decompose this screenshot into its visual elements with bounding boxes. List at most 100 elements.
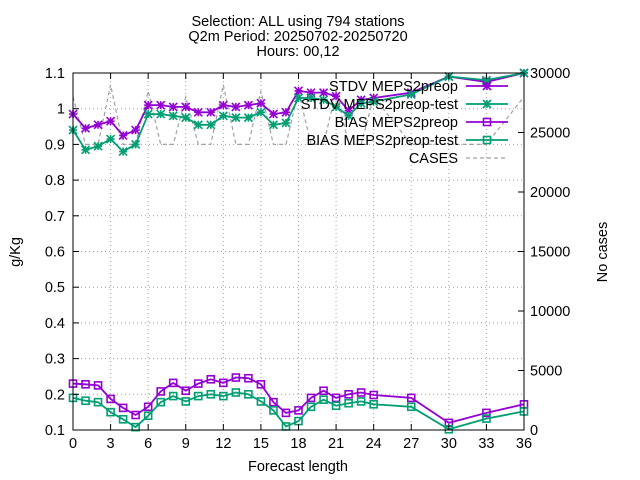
y2-tick-label: 0	[530, 423, 538, 439]
data-point	[143, 402, 153, 412]
legend: STDV MEPS2preop STDV MEPS2preop-test BIAS …	[301, 79, 508, 167]
chart-title-line-2: Q2m Period: 20250702-20250720	[188, 29, 407, 45]
data-point	[256, 397, 266, 406]
y-tick-label: 0.6	[45, 245, 65, 261]
data-point	[206, 375, 216, 384]
data-point	[206, 120, 216, 130]
y-axis-label: g/Kg	[8, 237, 24, 267]
series-line-4	[72, 84, 525, 145]
data-point	[193, 120, 203, 130]
data-point	[106, 394, 115, 404]
data-point	[369, 399, 378, 409]
data-point	[318, 95, 329, 105]
series-layer	[68, 68, 529, 434]
data-point	[306, 393, 316, 403]
data-point	[168, 111, 178, 121]
data-point	[369, 96, 379, 107]
data-point	[118, 130, 128, 141]
data-point	[193, 107, 203, 117]
data-point	[131, 422, 140, 432]
data-point	[156, 387, 165, 396]
data-point	[93, 120, 103, 130]
data-point	[281, 107, 291, 117]
legend-marker	[482, 135, 492, 145]
x-axis-label: Forecast length	[248, 459, 348, 475]
data-point	[269, 397, 278, 407]
legend-marker	[482, 99, 492, 109]
y-tick-label: 0.1	[45, 423, 65, 439]
data-point	[143, 109, 153, 119]
data-point	[181, 113, 191, 123]
y-tick-label: 0.4	[45, 316, 65, 332]
y-tick-label: 1.1	[45, 66, 65, 82]
x-tick-label: 3	[107, 436, 115, 452]
data-point	[331, 393, 341, 403]
data-point	[143, 100, 153, 110]
data-point	[331, 91, 341, 101]
y-tick-label: 0.2	[45, 387, 65, 403]
data-point	[256, 98, 266, 108]
legend-marker	[482, 117, 492, 127]
data-point	[293, 93, 304, 103]
y2-tick-label: 5000	[530, 364, 562, 380]
data-point	[243, 100, 253, 110]
data-point	[93, 141, 103, 151]
y2-axis-label: No cases	[595, 222, 611, 282]
data-point	[482, 414, 491, 423]
data-point	[306, 402, 316, 412]
y-tick-label: 0.5	[45, 280, 65, 296]
x-tick-label: 6	[144, 436, 152, 452]
data-point	[231, 102, 241, 112]
data-point	[244, 373, 253, 383]
x-tick-label: 12	[215, 436, 231, 452]
y2-tick-label: 20000	[530, 185, 570, 201]
data-point	[156, 100, 166, 110]
data-point	[193, 391, 203, 401]
data-point	[331, 401, 341, 411]
data-point	[118, 146, 128, 157]
x-tick-label: 21	[328, 436, 344, 452]
data-point	[306, 93, 316, 103]
data-point	[406, 402, 416, 412]
data-point	[406, 89, 416, 99]
x-tick-label: 0	[69, 436, 77, 452]
data-point	[281, 118, 291, 128]
data-point	[81, 396, 90, 406]
x-tick-label: 9	[182, 436, 190, 452]
x-tick-label: 30	[441, 436, 457, 452]
data-point	[80, 145, 91, 155]
data-point	[256, 380, 266, 389]
data-point	[206, 107, 216, 117]
data-point	[269, 406, 278, 415]
y-tick-label: 0.8	[45, 173, 65, 189]
legend-label: CASES	[409, 151, 458, 167]
data-point	[118, 403, 128, 413]
x-tick-label: 24	[366, 436, 382, 452]
data-point	[168, 102, 178, 112]
chart-title-line-3: Hours: 00,12	[256, 44, 339, 60]
data-point	[293, 86, 304, 96]
data-point	[356, 98, 366, 108]
data-point	[118, 414, 128, 424]
data-point	[131, 125, 141, 135]
legend-label: BIAS MEPS2preop-test	[306, 133, 458, 149]
tick-layer: 0 3 6 9 12 15 18 21 24 27 30 33 360.10.20.30.40.50.6…	[45, 66, 571, 452]
data-point	[181, 386, 191, 396]
y2-tick-label: 30000	[530, 66, 570, 82]
x-tick-label: 33	[478, 436, 494, 452]
data-point	[344, 398, 353, 408]
x-tick-label: 18	[290, 436, 306, 452]
data-point	[106, 407, 115, 417]
x-tick-label: 15	[253, 436, 269, 452]
data-point	[143, 411, 153, 421]
y-tick-label: 0.9	[45, 137, 65, 153]
data-point	[356, 388, 366, 397]
data-point	[106, 134, 116, 144]
data-point	[131, 139, 141, 149]
data-point	[231, 388, 241, 397]
x-tick-label: 36	[516, 436, 532, 452]
y-tick-label: 0.7	[45, 209, 65, 225]
data-point	[244, 389, 253, 399]
data-point	[206, 389, 216, 399]
